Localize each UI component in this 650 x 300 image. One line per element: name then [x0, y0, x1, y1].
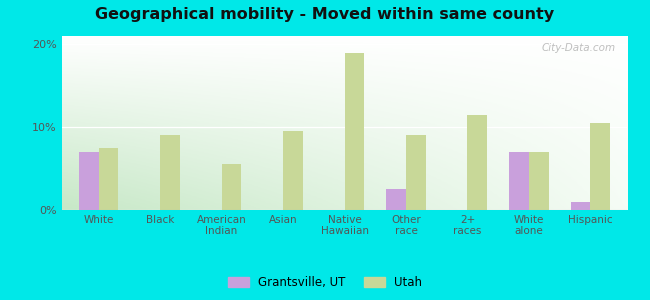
- Bar: [406, 135, 426, 210]
- Text: City-Data.com: City-Data.com: [542, 43, 616, 53]
- Bar: [509, 152, 529, 210]
- Bar: [99, 148, 118, 210]
- Bar: [571, 202, 590, 210]
- Bar: [386, 189, 406, 210]
- Bar: [79, 152, 99, 210]
- Legend: Grantsville, UT, Utah: Grantsville, UT, Utah: [223, 272, 427, 294]
- Bar: [160, 135, 180, 210]
- Bar: [344, 52, 364, 210]
- Bar: [590, 123, 610, 210]
- Text: Geographical mobility - Moved within same county: Geographical mobility - Moved within sam…: [96, 8, 554, 22]
- Bar: [467, 115, 487, 210]
- Bar: [222, 164, 241, 210]
- Bar: [529, 152, 549, 210]
- Bar: [283, 131, 303, 210]
